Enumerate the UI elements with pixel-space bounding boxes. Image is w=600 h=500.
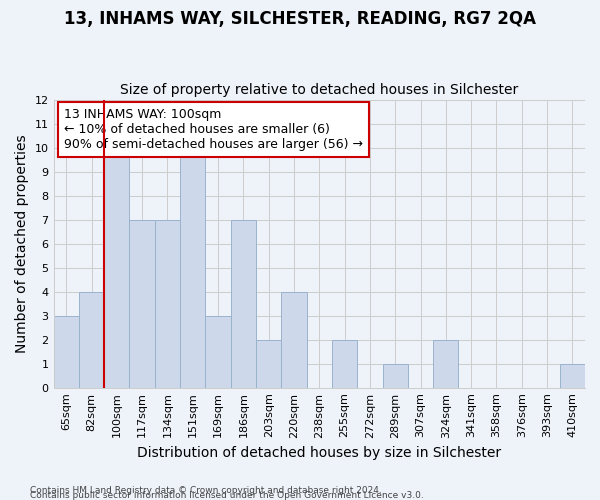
Text: Contains public sector information licensed under the Open Government Licence v3: Contains public sector information licen… xyxy=(30,491,424,500)
Bar xyxy=(205,316,230,388)
Bar xyxy=(230,220,256,388)
Bar xyxy=(560,364,585,388)
X-axis label: Distribution of detached houses by size in Silchester: Distribution of detached houses by size … xyxy=(137,446,502,460)
Bar xyxy=(433,340,458,388)
Text: 13 INHAMS WAY: 100sqm
← 10% of detached houses are smaller (6)
90% of semi-detac: 13 INHAMS WAY: 100sqm ← 10% of detached … xyxy=(64,108,363,151)
Bar xyxy=(180,148,205,388)
Bar xyxy=(155,220,180,388)
Title: Size of property relative to detached houses in Silchester: Size of property relative to detached ho… xyxy=(120,83,518,97)
Bar xyxy=(53,316,79,388)
Bar xyxy=(256,340,281,388)
Bar xyxy=(332,340,357,388)
Text: Contains HM Land Registry data © Crown copyright and database right 2024.: Contains HM Land Registry data © Crown c… xyxy=(30,486,382,495)
Y-axis label: Number of detached properties: Number of detached properties xyxy=(15,134,29,353)
Bar xyxy=(130,220,155,388)
Bar xyxy=(79,292,104,388)
Text: 13, INHAMS WAY, SILCHESTER, READING, RG7 2QA: 13, INHAMS WAY, SILCHESTER, READING, RG7… xyxy=(64,10,536,28)
Bar xyxy=(281,292,307,388)
Bar xyxy=(383,364,408,388)
Bar xyxy=(104,148,130,388)
